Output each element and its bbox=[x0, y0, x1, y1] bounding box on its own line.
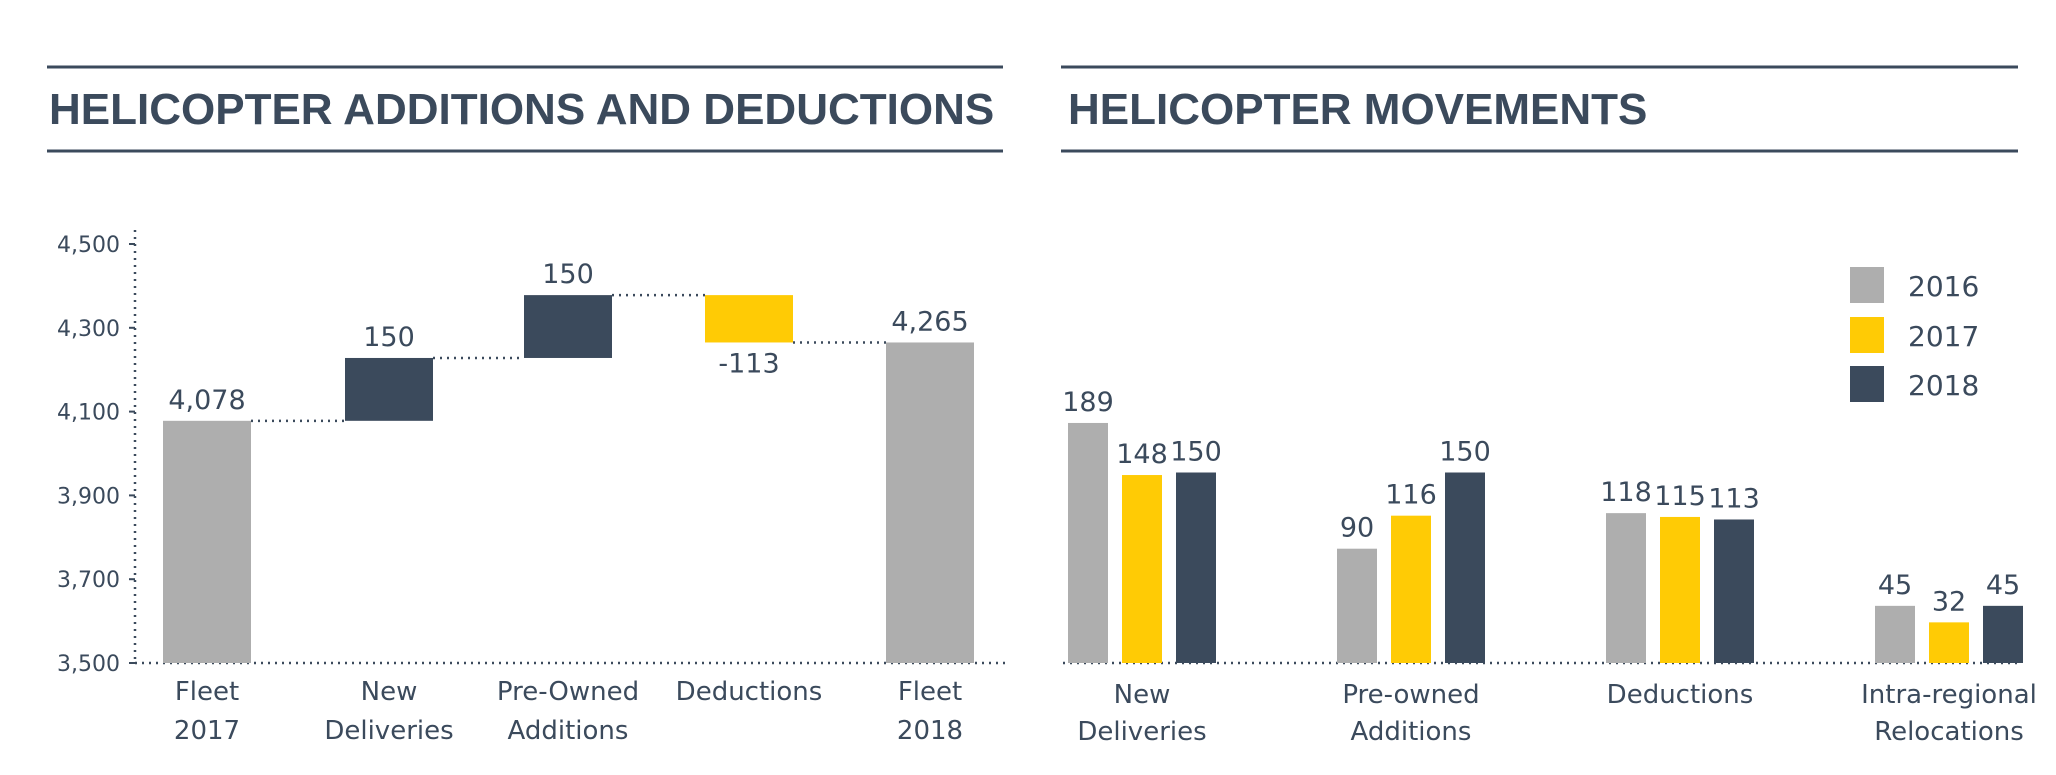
movements-bar bbox=[1714, 519, 1754, 663]
movements-bar bbox=[1122, 475, 1162, 663]
movements-category-label: Intra-regional bbox=[1861, 680, 2037, 710]
movements-category-label: New bbox=[1114, 680, 1171, 710]
waterfall-bar bbox=[886, 342, 974, 663]
waterfall-category-label: Deliveries bbox=[324, 716, 453, 746]
legend-label: 2018 bbox=[1908, 369, 1979, 402]
movements-bar bbox=[1337, 548, 1377, 663]
waterfall-value-label: -113 bbox=[718, 348, 779, 379]
movements-value-label: 148 bbox=[1116, 439, 1168, 470]
waterfall-bar bbox=[705, 295, 793, 343]
waterfall-y-tick-label: 3,900 bbox=[57, 484, 120, 509]
movements-value-label: 150 bbox=[1170, 437, 1222, 468]
movements-category-label: Deliveries bbox=[1077, 717, 1206, 747]
movements-bar bbox=[1875, 605, 1915, 663]
waterfall-category-label: Deductions bbox=[676, 677, 823, 707]
movements-bar bbox=[1929, 622, 1969, 663]
movements-bar bbox=[1176, 472, 1216, 663]
movements-value-label: 113 bbox=[1708, 483, 1760, 514]
waterfall-bar bbox=[524, 295, 612, 358]
movements-value-label: 45 bbox=[1878, 570, 1912, 601]
movements-category-label: Deductions bbox=[1607, 680, 1754, 710]
waterfall-category-label: Additions bbox=[508, 716, 629, 746]
waterfall-y-tick-label: 3,500 bbox=[57, 652, 120, 677]
legend-label: 2017 bbox=[1908, 320, 1979, 353]
waterfall-y-tick-label: 4,500 bbox=[57, 233, 120, 258]
waterfall-category-label: 2018 bbox=[897, 716, 963, 746]
waterfall-y-tick-label: 4,100 bbox=[57, 401, 120, 426]
waterfall-value-label: 4,078 bbox=[168, 385, 245, 416]
waterfall-category-label: Fleet bbox=[898, 677, 962, 707]
waterfall-category-label: Pre-Owned bbox=[497, 677, 639, 707]
movements-category-label: Pre-owned bbox=[1342, 680, 1479, 710]
movements-value-label: 32 bbox=[1932, 586, 1966, 617]
movements-value-label: 45 bbox=[1986, 570, 2020, 601]
movements-bar bbox=[1445, 472, 1485, 663]
movements-value-label: 118 bbox=[1600, 477, 1652, 508]
movements-bar bbox=[1606, 513, 1646, 663]
waterfall-category-label: Fleet bbox=[175, 677, 239, 707]
waterfall-bar bbox=[345, 357, 433, 421]
legend-swatch-2016 bbox=[1850, 267, 1884, 303]
waterfall-category-label: 2017 bbox=[174, 716, 240, 746]
waterfall-bar bbox=[163, 420, 251, 663]
legend-swatch-2017 bbox=[1850, 317, 1884, 353]
movements-bar bbox=[1660, 516, 1700, 663]
waterfall-category-label: New bbox=[361, 677, 418, 707]
waterfall-chart-title: HELICOPTER ADDITIONS AND DEDUCTIONS bbox=[49, 85, 994, 134]
legend-label: 2016 bbox=[1908, 270, 1979, 303]
movements-category-label: Additions bbox=[1351, 717, 1472, 747]
waterfall-value-label: 150 bbox=[363, 322, 415, 353]
movements-value-label: 116 bbox=[1385, 480, 1437, 511]
waterfall-chart: 4,500 4,300 4,100 3,900 3,700 3,500 4,078 Fleet… bbox=[57, 230, 1008, 746]
movements-chart-title: HELICOPTER MOVEMENTS bbox=[1068, 85, 1647, 134]
legend-swatch-2018 bbox=[1850, 366, 1884, 402]
movements-bar bbox=[1068, 422, 1108, 663]
movements-value-label: 115 bbox=[1654, 481, 1706, 512]
movements-bar bbox=[1391, 515, 1431, 663]
waterfall-value-label: 4,265 bbox=[891, 306, 968, 337]
waterfall-y-tick-label: 3,700 bbox=[57, 568, 120, 593]
movements-bar bbox=[1983, 605, 2023, 663]
waterfall-y-tick-label: 4,300 bbox=[57, 317, 120, 342]
movements-value-label: 90 bbox=[1340, 513, 1374, 544]
movements-category-label: Relocations bbox=[1874, 717, 2024, 747]
movements-value-label: 150 bbox=[1439, 437, 1491, 468]
movements-value-label: 189 bbox=[1062, 387, 1114, 418]
waterfall-value-label: 150 bbox=[542, 259, 594, 290]
